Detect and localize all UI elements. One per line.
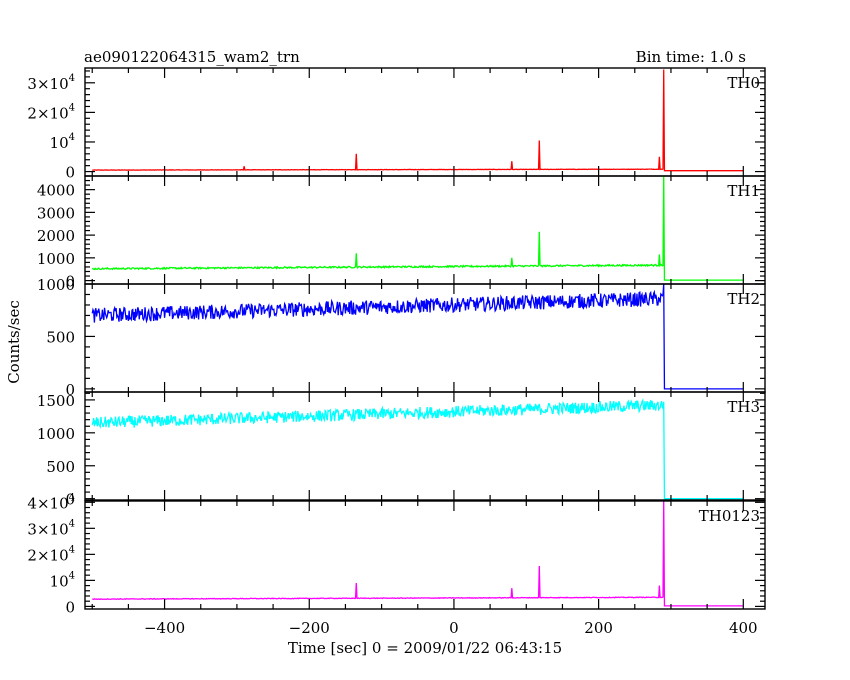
chart-title: ae090122064315_wam2_trn xyxy=(84,48,300,66)
panel-label-th3: TH3 xyxy=(727,398,760,416)
y-tick-label: 104 xyxy=(50,570,75,590)
panel-th3: 0 500 1000 1500 TH3 xyxy=(37,391,766,509)
y-tick-label: 3×104 xyxy=(27,518,75,538)
panel-label-th0: TH0 xyxy=(727,74,760,92)
x-tick-label: 0 xyxy=(449,619,459,637)
panel-th0123: 0 104 2×104 3×104 4×104 TH0123 xyxy=(27,492,766,616)
y-tick-label: 1500 xyxy=(37,392,75,410)
x-tick-label: −200 xyxy=(289,619,330,637)
y-tick-label: 0 xyxy=(65,381,75,399)
x-tick-label: 400 xyxy=(729,619,758,637)
y-tick-label: 500 xyxy=(46,458,75,476)
y-tick-label: 1000 xyxy=(37,276,75,294)
series-line-th2 xyxy=(91,284,744,390)
panel-label-th0123: TH0123 xyxy=(699,507,760,525)
y-tick-label: 2000 xyxy=(37,227,75,245)
y-tick-label: 3×104 xyxy=(27,73,75,93)
panel-label-th2: TH2 xyxy=(727,290,760,308)
panel-th0: 0 104 2×104 3×104 TH0 xyxy=(27,67,766,182)
y-tick-label: 500 xyxy=(46,328,75,346)
y-tick-label: 1000 xyxy=(37,250,75,268)
series-line-th3 xyxy=(91,398,744,500)
y-tick-label: 2×104 xyxy=(27,102,75,122)
series-line-th0 xyxy=(92,69,744,172)
y-tick-label: 0 xyxy=(65,273,75,291)
y-axis-label: Counts/sec xyxy=(5,300,23,384)
panel-frame xyxy=(84,500,766,610)
x-tick-label: 200 xyxy=(584,619,613,637)
y-tick-label: 0 xyxy=(65,598,75,616)
y-tick-label: 104 xyxy=(50,132,75,152)
y-tick-label: 0 xyxy=(65,164,75,182)
x-axis-label: Time [sec] 0 = 2009/01/22 06:43:15 xyxy=(288,639,562,657)
series-line-th0123 xyxy=(91,501,744,607)
x-tick-label: −400 xyxy=(144,619,185,637)
y-tick-label: 4×104 xyxy=(27,492,75,512)
y-tick-label: 2×104 xyxy=(27,544,75,564)
panel-label-th1: TH1 xyxy=(727,182,760,200)
y-tick-label: 1000 xyxy=(37,425,75,443)
y-tick-label: 4000 xyxy=(37,182,75,200)
y-tick-label: 0 xyxy=(65,491,75,509)
y-tick-label: 3000 xyxy=(37,204,75,222)
panel-th2: 0 500 1000 TH2 xyxy=(37,276,766,399)
series-line-th1 xyxy=(91,176,744,281)
bin-time-label: Bin time: 1.0 s xyxy=(636,48,746,66)
panel-frame xyxy=(84,283,766,393)
